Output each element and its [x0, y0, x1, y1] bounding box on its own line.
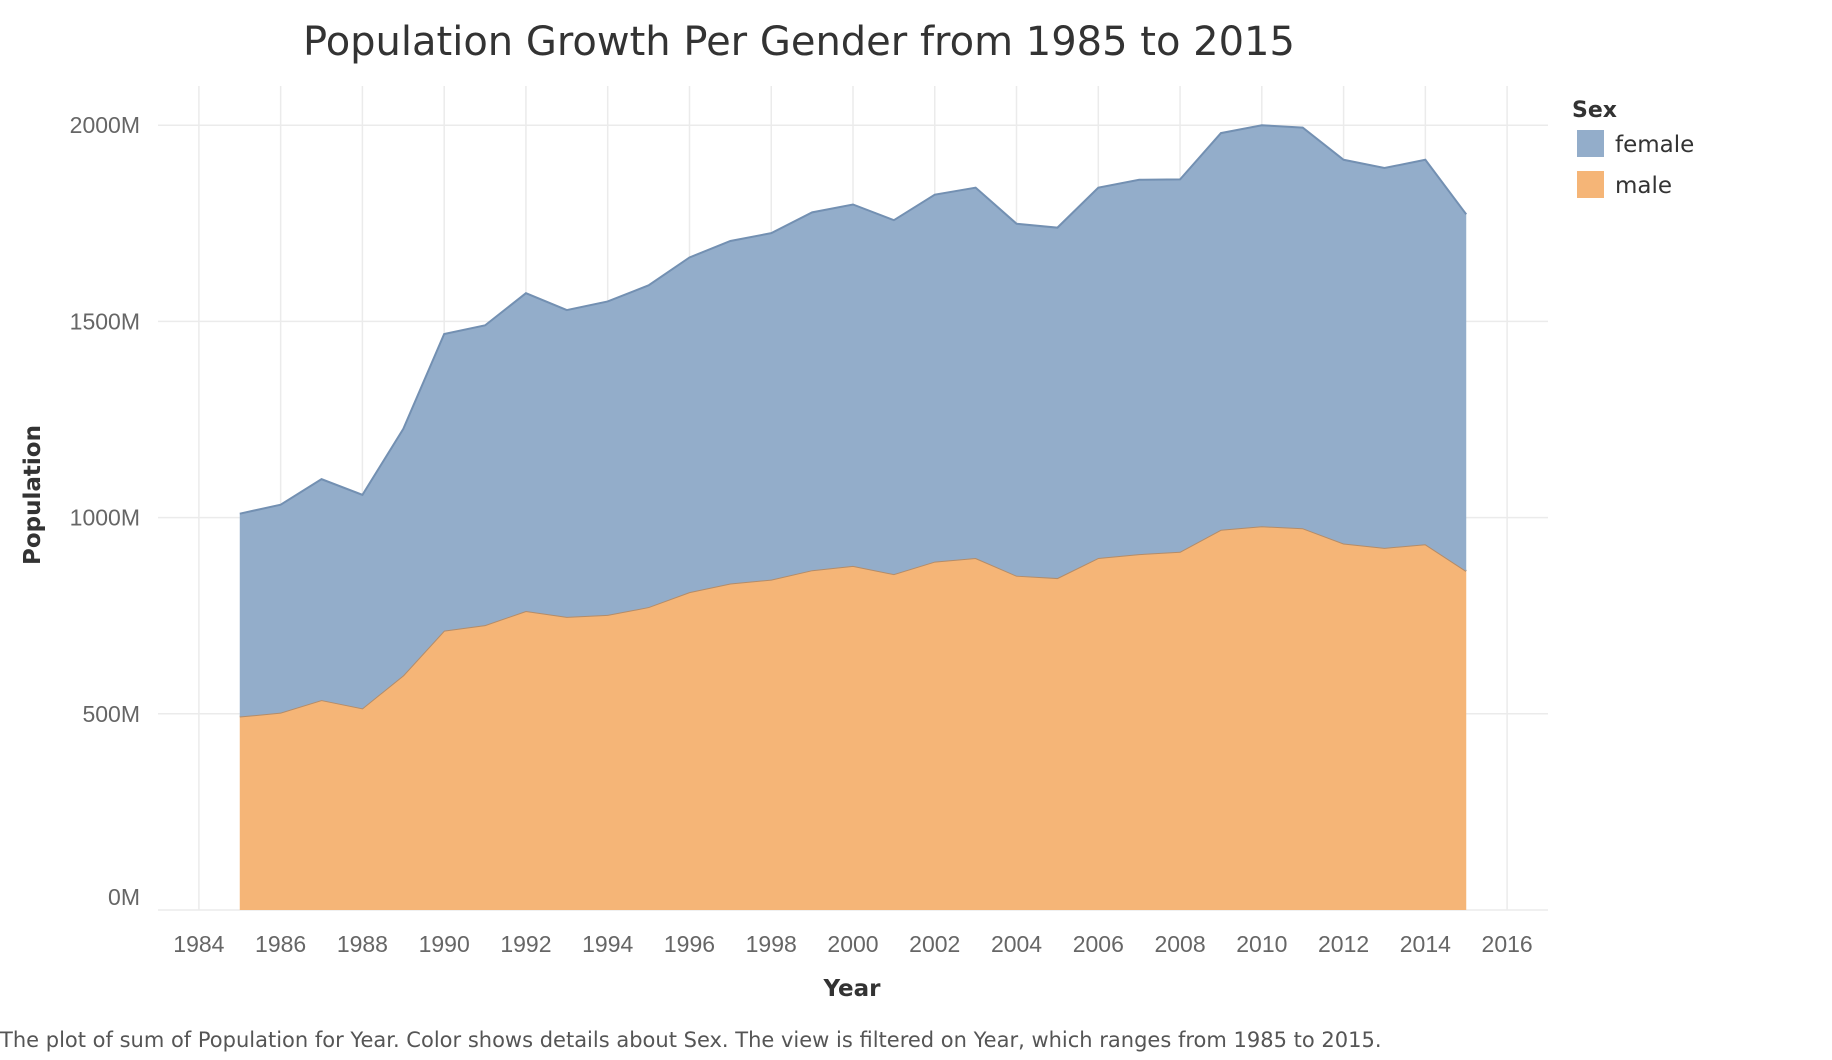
- y-tick-label: 500M: [82, 701, 140, 727]
- legend-swatch-male: [1577, 171, 1604, 198]
- y-axis-ticks: 0M 500M 1000M 1500M 2000M: [70, 112, 140, 910]
- x-tick-label: 1988: [337, 931, 388, 957]
- y-tick-label: 0M: [108, 884, 140, 910]
- x-tick-label: 2002: [909, 931, 960, 957]
- line-female: [239, 124, 1468, 515]
- x-tick-label: 2012: [1318, 931, 1369, 957]
- x-tick-label: 1990: [419, 931, 470, 957]
- y-axis-title: Population: [20, 425, 46, 565]
- x-tick-label: 2000: [827, 931, 878, 957]
- x-tick-label: 1994: [582, 931, 633, 957]
- x-tick-label: 1984: [173, 931, 224, 957]
- area-male: [239, 526, 1467, 910]
- legend-swatch-female: [1577, 130, 1604, 157]
- area-series: [239, 124, 1468, 910]
- x-tick-label: 2004: [991, 931, 1042, 957]
- x-tick-label: 1998: [746, 931, 797, 957]
- x-tick-label: 2006: [1073, 931, 1124, 957]
- x-tick-label: 1992: [500, 931, 551, 957]
- legend-label-male: male: [1615, 173, 1672, 199]
- x-axis-ticks: 1984 1986 1988 1990 1992 1994 1996 1998 2000 2002…: [173, 931, 1532, 957]
- legend-title: Sex: [1572, 98, 1617, 123]
- x-tick-label: 2008: [1154, 931, 1205, 957]
- x-tick-label: 1996: [664, 931, 715, 957]
- legend: Sex female male: [1572, 98, 1694, 199]
- legend-label-female: female: [1615, 132, 1694, 158]
- x-tick-label: 1986: [255, 931, 306, 957]
- x-axis-title: Year: [822, 976, 881, 1002]
- area-female: [239, 125, 1467, 717]
- y-tick-label: 1500M: [70, 308, 140, 334]
- y-tick-label: 1000M: [70, 505, 140, 531]
- chart-title: Population Growth Per Gender from 1985 t…: [303, 19, 1295, 65]
- x-tick-label: 2014: [1400, 931, 1451, 957]
- y-tick-label: 2000M: [70, 112, 140, 138]
- x-tick-label: 2016: [1482, 931, 1533, 957]
- chart-caption: The plot of sum of Population for Year. …: [0, 1028, 1382, 1052]
- x-tick-label: 2010: [1236, 931, 1287, 957]
